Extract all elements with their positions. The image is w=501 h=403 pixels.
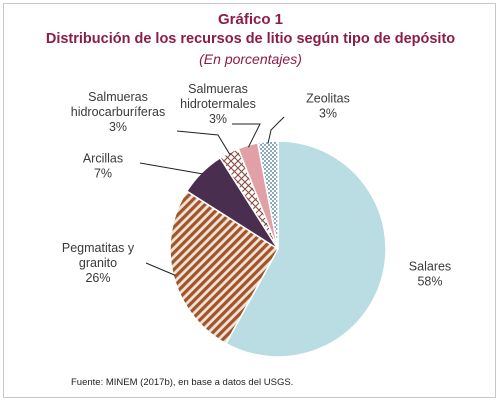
leader-line-salmueras-hidrotermales xyxy=(232,123,261,148)
leader-line-pegmatitas xyxy=(145,262,176,276)
slice-label-salmueras-hidrotermales: Salmueras hidrotermales 3% xyxy=(180,82,256,126)
chart-title: Gráfico 1 xyxy=(217,11,284,28)
leader-line-salmueras-hidrocarburiferas xyxy=(176,130,231,155)
chart-subtitle: Distribución de los recursos de litio se… xyxy=(45,31,456,47)
slice-label-pegmatitas: Pegmatitas y granito 26% xyxy=(62,241,135,285)
pie-slice-zeolitas xyxy=(256,140,279,250)
slice-label-zeolitas: Zeolitas 3% xyxy=(306,92,350,121)
slice-label-salares: Salares 58% xyxy=(409,260,451,289)
pie-slice-salares xyxy=(224,140,387,358)
slice-label-arcillas: Arcillas 7% xyxy=(83,152,123,181)
slice-label-salmueras-hidrocarburiferas: Salmueras hidrocarburíferas 3% xyxy=(71,90,166,134)
pie-slice-pegmatitas xyxy=(169,190,279,345)
chart-unit-note: (En porcentajes) xyxy=(199,51,302,67)
source-note: Fuente: MINEM (2017b), en base a datos d… xyxy=(71,377,294,388)
leader-line-arcillas xyxy=(139,162,204,175)
leader-line-zeolitas xyxy=(267,116,285,144)
